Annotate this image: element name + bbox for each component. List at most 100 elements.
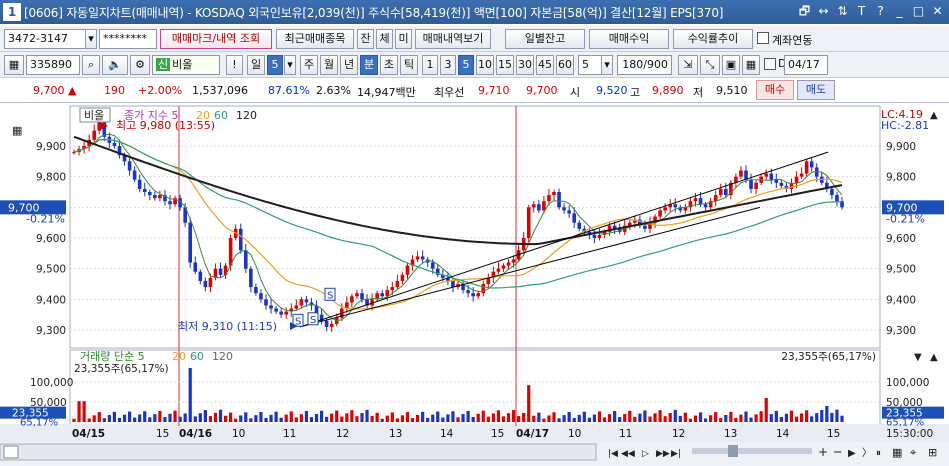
candle-body [825, 182, 829, 189]
date-field[interactable]: 04/17 [784, 55, 828, 75]
monthly-button[interactable]: 월 [320, 55, 338, 75]
date-checkbox[interactable] [764, 58, 776, 70]
volume-tag-left-text: 23,355 [12, 408, 49, 420]
sell-button[interactable]: 매도 [797, 80, 835, 100]
interval-30[interactable]: 30 [516, 55, 534, 75]
interval-1[interactable]: 1 [422, 55, 438, 75]
count-dropdown-icon[interactable]: ▾ [601, 55, 613, 75]
account-link-checkbox[interactable] [757, 32, 769, 44]
profit-trend-button[interactable]: 수익률추이 [673, 29, 753, 49]
volume-bar [658, 410, 662, 422]
volume-bar [97, 412, 101, 422]
candle-body [703, 204, 708, 208]
period-value[interactable]: 5 [267, 55, 283, 75]
sell-marker[interactable]: S [292, 313, 304, 327]
candle-body [299, 299, 304, 306]
minute-button[interactable]: 분 [360, 55, 378, 75]
text-icon[interactable]: T [857, 4, 866, 18]
sell-marker[interactable]: S [324, 287, 336, 301]
account-field[interactable]: 3472-3147 [4, 29, 96, 49]
help-icon[interactable]: ? [877, 4, 884, 18]
volume-bar [678, 415, 682, 422]
speaker-icon[interactable]: 🔈 [102, 55, 128, 75]
weekly-button[interactable]: 주 [300, 55, 318, 75]
minimize-icon[interactable]: _ [896, 4, 903, 18]
daily-balance-button[interactable]: 일별잔고 [505, 29, 585, 49]
volume-bar [107, 415, 111, 422]
password-field[interactable]: ******** [99, 29, 157, 49]
candle-body [501, 265, 506, 269]
zoom-slider-track[interactable] [692, 448, 812, 454]
volume-bar [572, 418, 576, 422]
search-icon[interactable]: ⌕ [82, 55, 100, 75]
candle-body [284, 311, 289, 315]
account-dropdown-icon[interactable]: ▾ [85, 29, 97, 49]
range-field[interactable]: 180/900 [617, 55, 672, 75]
volume-bar [815, 413, 819, 422]
chart-area[interactable]: SSS 9,9009,9009,8009,8009,7009,7009,6009… [0, 104, 949, 466]
save-icon[interactable]: ▣ [722, 55, 740, 75]
buy-button[interactable]: 매수 [756, 80, 794, 100]
trade-mark-query-button[interactable]: 매매마크/내역 조회 [160, 29, 272, 49]
interval-45[interactable]: 45 [536, 55, 554, 75]
resize-v-icon[interactable]: ⇅ [837, 4, 848, 18]
restore-icon[interactable]: 🗗 [798, 4, 811, 18]
trendline-upper [299, 151, 829, 328]
unfilled-button[interactable]: 미 [395, 29, 412, 49]
volume-bar [618, 417, 622, 422]
best-ask-label: 최우선 [434, 86, 465, 99]
close-icon[interactable]: ✕ [932, 4, 943, 18]
volume-bar [173, 410, 177, 422]
scroll-left-icon[interactable] [3, 445, 19, 459]
candle-body [698, 198, 703, 205]
trade-profit-button[interactable]: 매매수익 [589, 29, 669, 49]
sell-marker[interactable]: S [307, 312, 319, 326]
candle-body [249, 268, 253, 288]
volume-bar [537, 412, 541, 422]
zoom-out-icon[interactable]: ⤡ [700, 55, 720, 75]
candle-body [430, 262, 435, 269]
zoom-slider-thumb[interactable] [728, 445, 738, 457]
volume-bar [501, 416, 506, 422]
legend-box [79, 107, 111, 123]
recent-trades-button[interactable]: 최근매매종목 [276, 29, 354, 49]
legend-ma60: 60 [214, 109, 228, 122]
candle-body [203, 280, 208, 288]
best-bid: 9,700 [526, 84, 558, 97]
maximize-icon[interactable]: □ [912, 4, 925, 18]
y-tick-right: 9,400 [886, 294, 916, 306]
interval-10[interactable]: 10 [476, 55, 494, 75]
filled-button[interactable]: 체 [376, 29, 393, 49]
scroll-track[interactable] [0, 443, 597, 461]
tick-button[interactable]: 틱 [400, 55, 418, 75]
volume-bar [431, 414, 435, 422]
candle-body [658, 210, 662, 217]
second-button[interactable]: 초 [380, 55, 398, 75]
balance-button[interactable]: 잔 [357, 29, 374, 49]
chart-type-icon[interactable]: ▦ [4, 55, 24, 75]
candle-body [476, 293, 481, 297]
stock-code-field[interactable]: 335890 [26, 55, 80, 75]
interval-3[interactable]: 3 [440, 55, 456, 75]
price-chart[interactable]: SSS 9,9009,9009,8009,8009,7009,7009,6009… [0, 104, 949, 466]
volume-bar [279, 417, 283, 422]
alert-button[interactable]: ! [226, 55, 243, 75]
grid-icon[interactable]: ▦ [742, 55, 760, 75]
yearly-button[interactable]: 년 [340, 55, 358, 75]
stock-name-field[interactable]: 신 비올 [152, 55, 220, 75]
candle-body [774, 179, 779, 183]
settings-icon[interactable]: ⚙ [130, 55, 150, 75]
candle-body [835, 195, 839, 202]
candle-body [163, 195, 167, 202]
period-dropdown-icon[interactable]: ▾ [284, 55, 296, 75]
interval-60[interactable]: 60 [556, 55, 574, 75]
zoom-in-icon[interactable]: ⇲ [678, 55, 698, 75]
volume-bar [158, 410, 162, 422]
interval-15[interactable]: 15 [496, 55, 514, 75]
resize-h-icon[interactable]: ↔ [818, 4, 829, 18]
candle-body [415, 256, 420, 260]
daily-button[interactable]: 일 [247, 55, 265, 75]
interval-5[interactable]: 5 [458, 55, 474, 75]
volume-bar [102, 418, 106, 422]
view-trades-button[interactable]: 매매내역보기 [415, 29, 491, 49]
